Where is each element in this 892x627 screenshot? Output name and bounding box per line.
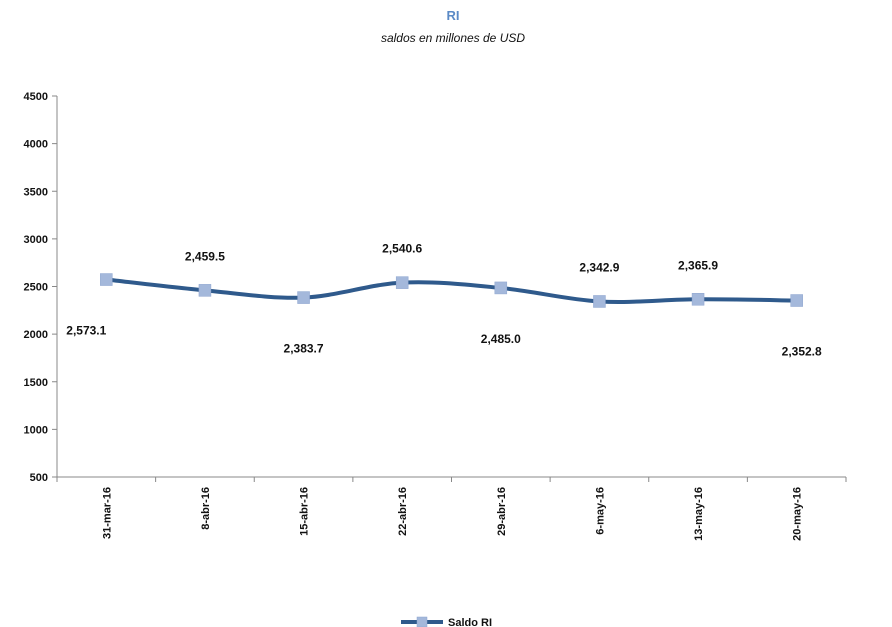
data-point (198, 284, 212, 297)
data-point (395, 276, 409, 289)
legend-marker (416, 616, 428, 627)
data-label: 2,540.6 (382, 242, 422, 256)
x-tick-label: 20-may-16 (792, 487, 804, 541)
x-tick-label: 8-abr-16 (200, 487, 212, 530)
x-tick-label: 29-abr-16 (496, 487, 508, 536)
data-point (790, 294, 803, 307)
data-point (593, 295, 606, 308)
y-tick-label: 4000 (24, 139, 48, 151)
y-tick-label: 3500 (24, 186, 48, 198)
y-tick-label: 3000 (24, 234, 48, 246)
data-label: 2,573.1 (66, 324, 106, 338)
data-label: 2,485.0 (481, 332, 521, 346)
legend-label: Saldo RI (448, 617, 492, 627)
x-tick-label: 6-may-16 (594, 487, 606, 535)
data-point (297, 291, 310, 304)
data-label: 2,352.8 (782, 345, 822, 359)
y-tick-label: 2500 (24, 282, 48, 294)
data-label: 2,459.5 (185, 249, 225, 263)
chart-subtitle: saldos en millones de USD (381, 31, 525, 45)
x-tick-label: 15-abr-16 (299, 487, 311, 536)
x-tick-label: 31-mar-16 (101, 487, 113, 539)
data-label: 2,365.9 (678, 258, 718, 272)
axes: 500 1000 1500 2000 2500 3000 3500 4000 4500 31-ma… (24, 91, 847, 541)
x-tick-label: 22-abr-16 (397, 487, 409, 536)
y-tick-label: 2000 (24, 329, 48, 341)
y-tick-label: 500 (30, 472, 48, 484)
y-tick-label: 1000 (24, 424, 48, 436)
chart-title: RI (447, 8, 460, 23)
y-tick-label: 1500 (24, 377, 48, 389)
series-line (106, 277, 797, 304)
series-saldo-ri: 2,573.1 2,459.5 2,383.7 2,540.6 2,485.0 2,342… (66, 242, 822, 359)
legend: Saldo RI (401, 616, 492, 627)
y-tick-label: 4500 (24, 91, 48, 103)
data-point (494, 281, 508, 295)
data-point (100, 273, 113, 286)
data-label: 2,342.9 (579, 260, 619, 274)
x-tick-label: 13-may-16 (693, 487, 705, 541)
data-label: 2,383.7 (284, 342, 324, 356)
data-point (691, 293, 705, 306)
